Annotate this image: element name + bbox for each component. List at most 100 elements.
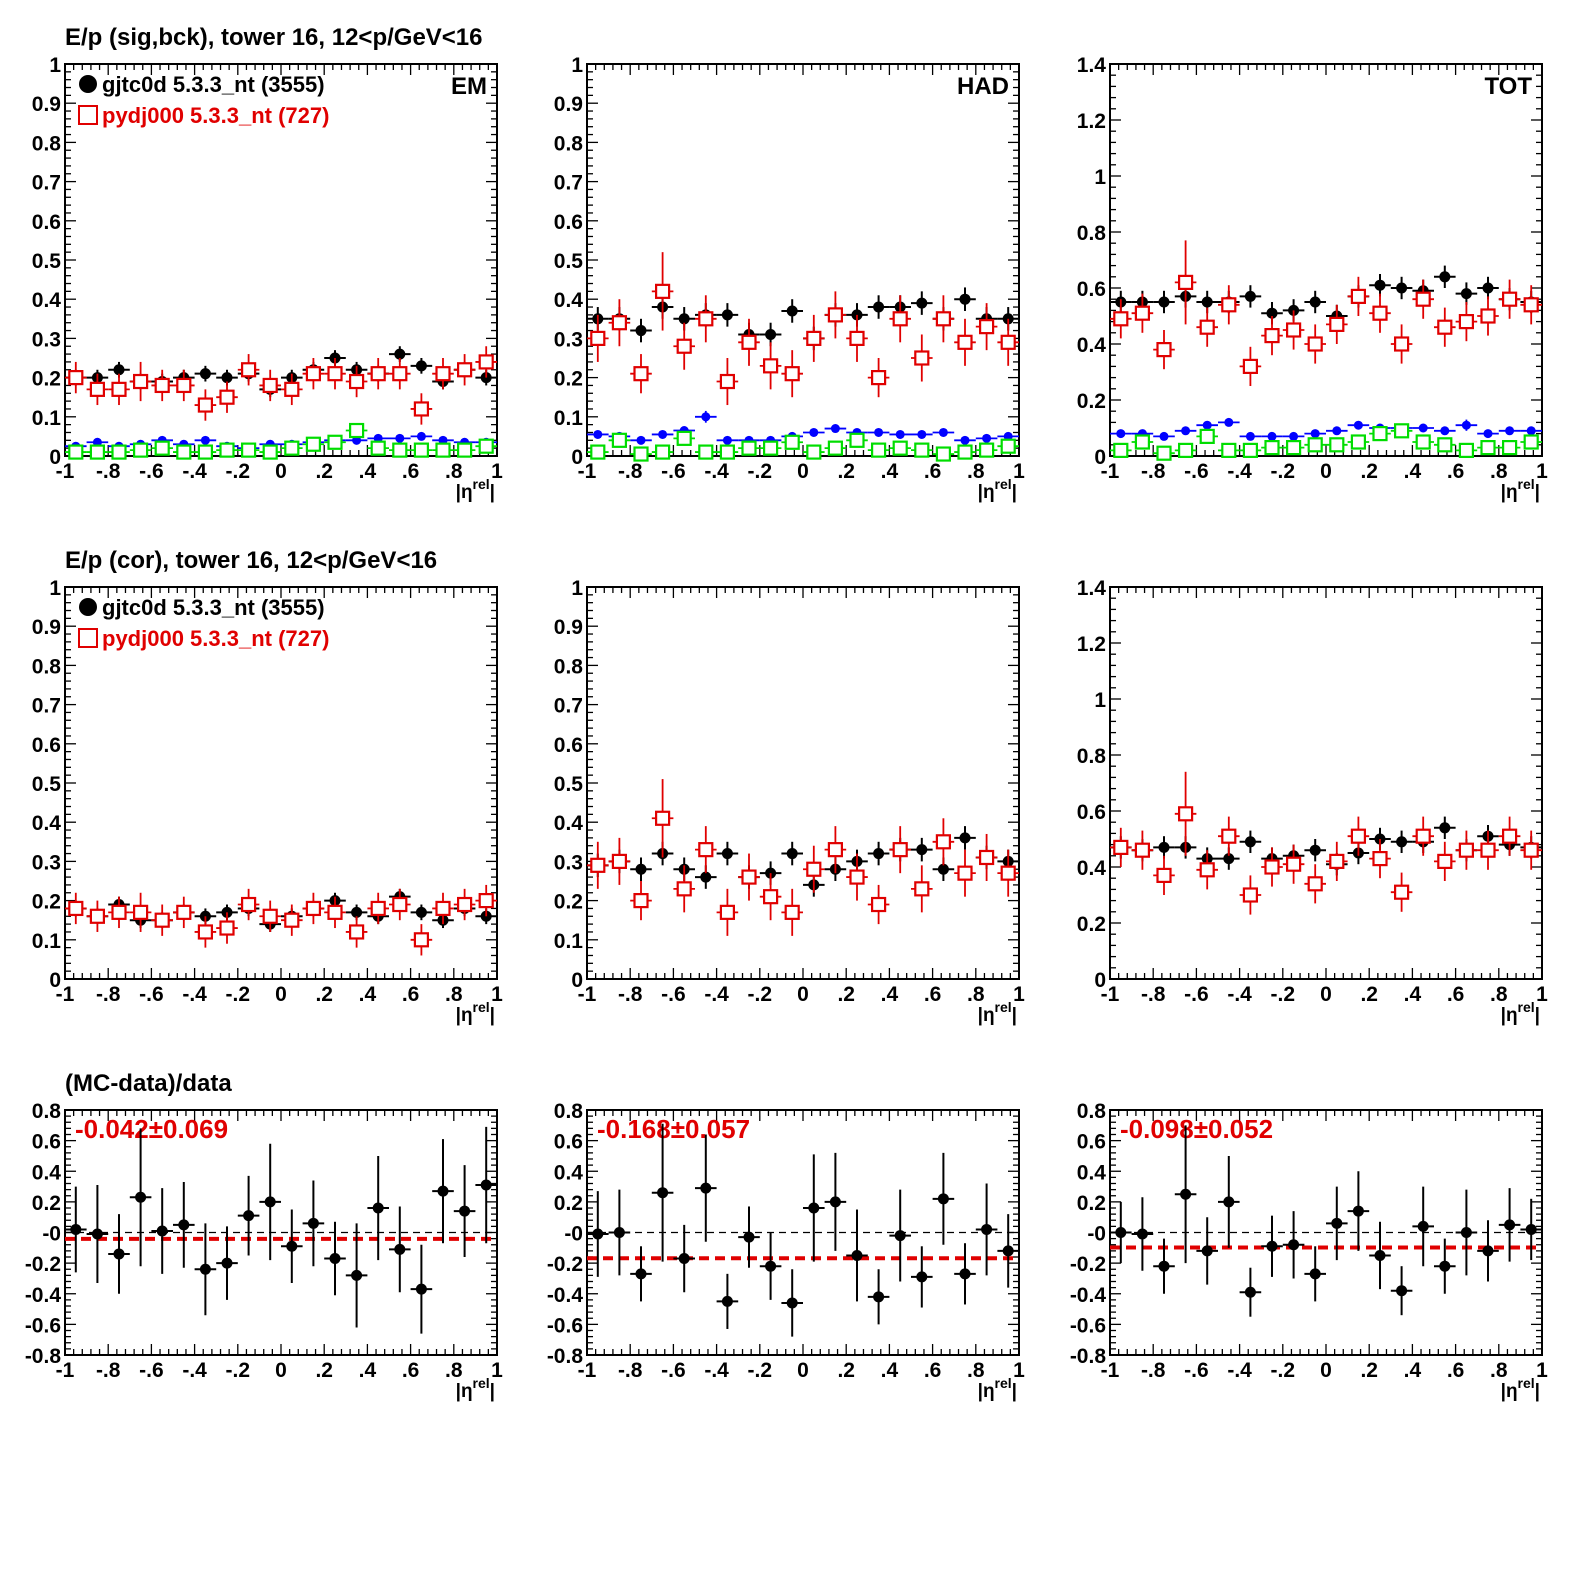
data-point (1239, 1267, 1262, 1317)
data-point (108, 896, 130, 929)
data-point (1520, 426, 1542, 436)
data-point (1455, 1189, 1478, 1276)
data-point (129, 361, 152, 402)
open-square-marker (1415, 828, 1431, 844)
y-tick-label: 0.4 (32, 812, 62, 835)
x-tick-label: -.4 (182, 1359, 207, 1382)
y-tick-label: 0.2 (554, 368, 583, 391)
data-point (1174, 771, 1197, 856)
open-square-marker (611, 315, 628, 331)
filled-circle-marker (895, 429, 905, 439)
data-point (237, 1175, 260, 1256)
x-axis-label-main: |η (456, 1005, 473, 1026)
y-tick-label: -0.4 (25, 1284, 62, 1307)
x-tick-label: 0 (797, 983, 809, 1006)
filled-circle-marker (700, 1182, 712, 1194)
data-point (608, 1189, 631, 1276)
open-square-marker (413, 401, 429, 417)
open-square-marker (111, 381, 127, 397)
x-axis-label-main: |η (978, 1381, 995, 1402)
series-data (1110, 816, 1542, 876)
open-square-marker (1242, 358, 1259, 374)
y-tick-label: 0 (49, 446, 61, 469)
y-tick-label: 0.4 (554, 289, 584, 312)
data-point (1282, 431, 1305, 441)
x-tick-label: -.8 (1141, 1359, 1166, 1382)
x-tick-label: -.2 (1271, 1359, 1296, 1382)
y-tick-label: 0.8 (1077, 222, 1107, 245)
x-tick-label: 1 (491, 983, 503, 1006)
y-tick-label: 0.6 (554, 211, 583, 234)
open-square-marker (327, 434, 343, 450)
filled-circle-marker (635, 325, 647, 337)
x-tick-label: 0 (275, 460, 287, 483)
data-point (1153, 836, 1175, 859)
data-point (1434, 307, 1456, 347)
filled-circle-marker (1505, 426, 1515, 436)
open-square-marker (1307, 437, 1323, 453)
filled-circle-marker (1374, 1249, 1386, 1261)
open-square-marker (870, 370, 887, 386)
x-tick-label: -1 (1101, 983, 1120, 1006)
open-square-marker (1350, 288, 1367, 304)
open-square-marker (1199, 862, 1215, 878)
open-square-marker (435, 900, 451, 917)
x-axis-label-main: |η (1501, 1005, 1518, 1026)
filled-circle-marker (678, 1253, 690, 1265)
y-tick-label: 0.4 (554, 1161, 584, 1184)
open-square-marker (457, 896, 473, 913)
data-point (954, 1243, 976, 1305)
x-tick-label: .4 (881, 460, 899, 483)
filled-circle-marker (1116, 429, 1126, 439)
filled-circle-marker (959, 293, 971, 305)
filled-circle-marker (243, 1210, 255, 1222)
legend-data-marker (79, 598, 97, 616)
data-point (1304, 864, 1326, 904)
filled-circle-marker (264, 1196, 276, 1208)
data-point (954, 318, 976, 366)
row-title-2: E/p (cor), tower 16, 12<p/GeV<16 (65, 547, 437, 574)
data-point (259, 444, 281, 460)
data-point (1239, 875, 1262, 915)
x-tick-label: -.4 (1227, 983, 1252, 1006)
filled-circle-marker (830, 424, 840, 434)
filled-circle-marker (1353, 420, 1363, 430)
open-square-marker (154, 440, 170, 456)
open-square-marker (741, 334, 757, 350)
data-point (651, 429, 674, 439)
series-data (1110, 265, 1542, 328)
data-point (781, 841, 803, 866)
x-tick-label: .4 (359, 1359, 377, 1382)
data-point (1304, 839, 1326, 862)
data-point (803, 427, 825, 437)
data-point (65, 361, 87, 394)
filled-circle-marker (786, 1297, 798, 1309)
fit-label: -0.042±0.069 (75, 1114, 228, 1144)
open-square-marker (219, 920, 235, 936)
open-square-marker (176, 904, 192, 920)
data-point (1412, 434, 1434, 450)
open-square-marker (1458, 442, 1475, 458)
open-square-marker (827, 440, 844, 456)
data-point (932, 857, 955, 881)
data-point (695, 295, 717, 343)
open-square-marker (849, 330, 865, 346)
data-point (651, 444, 674, 460)
open-square-marker (1415, 434, 1431, 450)
filled-circle-marker (765, 1260, 777, 1272)
open-square-marker (1523, 297, 1539, 313)
filled-circle-marker (658, 429, 668, 439)
filled-circle-marker (1115, 1227, 1127, 1238)
open-square-marker (349, 422, 365, 439)
data-point (759, 342, 782, 390)
filled-circle-marker (1309, 1268, 1321, 1280)
open-square-marker (1264, 859, 1280, 875)
filled-circle-marker (937, 1193, 949, 1205)
open-square-marker (1156, 342, 1172, 358)
open-square-marker (349, 373, 365, 390)
data-point (453, 888, 476, 921)
open-square-marker (1480, 842, 1496, 858)
data-point (216, 1226, 238, 1300)
x-axis-label: |ηrel| (978, 1375, 1017, 1402)
filled-circle-marker (1266, 307, 1278, 319)
